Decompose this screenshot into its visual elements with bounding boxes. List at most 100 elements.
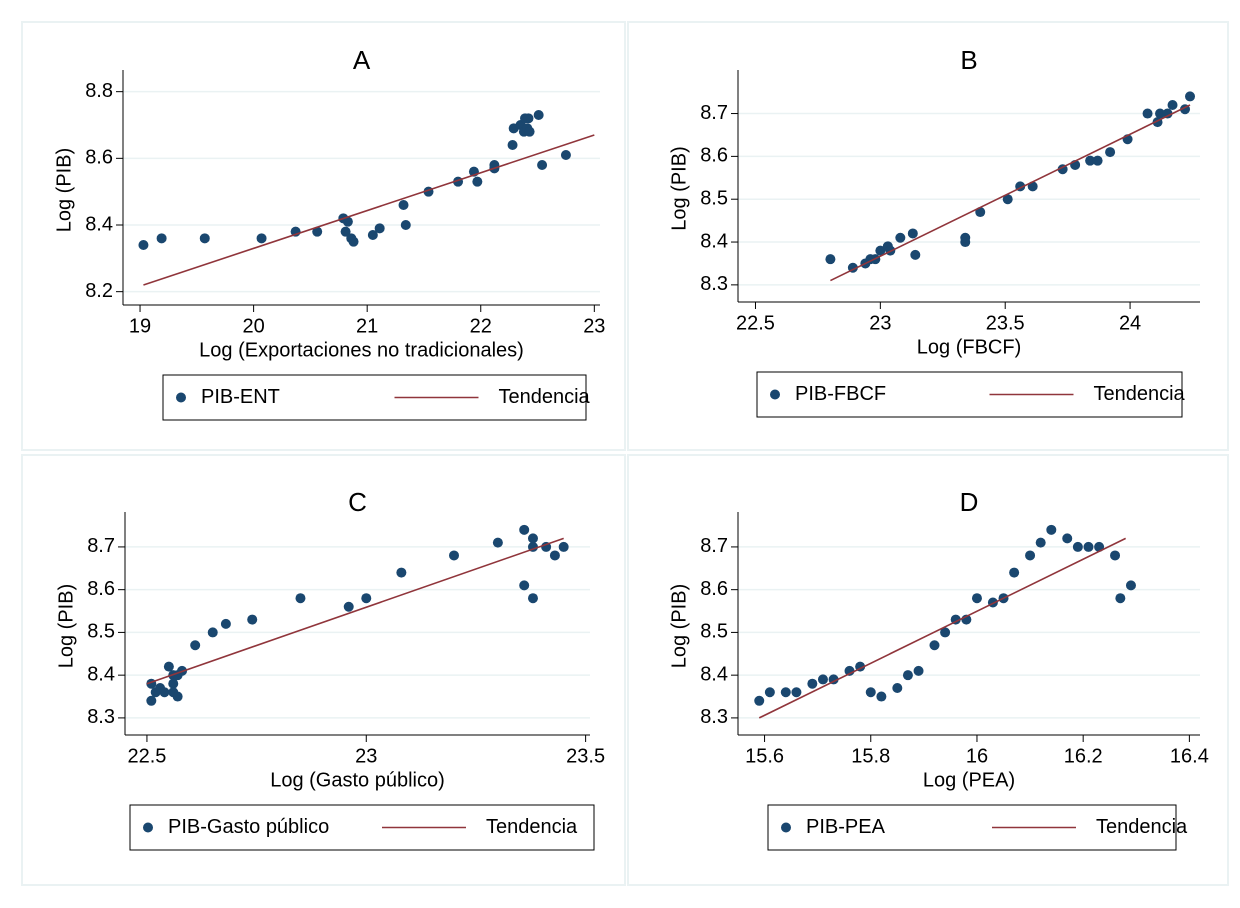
- data-point: [256, 233, 267, 244]
- legend-box: [129, 804, 595, 851]
- data-point: [960, 232, 971, 243]
- data-point: [1162, 108, 1173, 119]
- x-tick-label: 15.6: [745, 745, 784, 767]
- data-point: [220, 618, 231, 629]
- y-tick-label: 8.5: [700, 187, 728, 209]
- data-point: [398, 200, 409, 210]
- legend-label: Tendencia: [1094, 383, 1186, 405]
- x-tick-label: 22.5: [127, 745, 166, 767]
- data-point: [1083, 541, 1094, 552]
- x-tick-label: 19: [129, 315, 151, 337]
- x-tick-label: 15.8: [851, 745, 890, 767]
- y-tick-label: 8.3: [700, 273, 728, 295]
- data-point: [791, 687, 802, 698]
- data-point: [400, 220, 411, 230]
- legend-box: [767, 804, 1177, 851]
- x-tick-label: 16: [966, 745, 988, 767]
- y-tick-label: 8.6: [700, 145, 728, 167]
- y-tick-label: 8.6: [700, 578, 728, 600]
- data-point: [146, 695, 157, 706]
- x-tick-label: 16.2: [1064, 745, 1103, 767]
- data-point: [971, 593, 982, 604]
- panel: B 8.3 8.4 8.5 8.6 8.7 22.5 23 23.5 24 Log (FBCF) Lo…: [627, 21, 1229, 451]
- y-tick-label: 8.3: [700, 706, 728, 728]
- data-point: [907, 228, 918, 239]
- y-tick-label: 8.5: [87, 621, 115, 643]
- x-tick-label: 22.5: [736, 312, 775, 334]
- legend-marker: [770, 389, 780, 400]
- x-tick-label: 16.4: [1170, 745, 1209, 767]
- x-tick-label: 22: [470, 315, 492, 337]
- x-tick-label: 21: [356, 315, 378, 337]
- data-point: [1046, 524, 1057, 535]
- data-point: [929, 640, 940, 651]
- data-point: [190, 640, 201, 651]
- data-point: [817, 674, 828, 685]
- y-tick-label: 8.4: [85, 213, 113, 235]
- legend-label: Tendencia: [499, 386, 591, 408]
- data-point: [156, 233, 167, 244]
- data-point: [524, 126, 535, 137]
- legend-marker: [143, 822, 153, 833]
- data-point: [1105, 147, 1116, 158]
- data-point: [1155, 108, 1166, 119]
- data-point: [168, 678, 179, 689]
- y-tick-label: 8.4: [700, 230, 728, 252]
- data-point: [825, 254, 836, 265]
- data-point: [1142, 108, 1153, 119]
- data-point: [537, 160, 548, 170]
- data-point: [1025, 550, 1036, 561]
- legend-label: PIB-Gasto público: [168, 816, 329, 838]
- panel: A 8.2 8.4 8.6 8.8 19 20 21 22 23 Log (Exportacione…: [21, 21, 626, 451]
- y-tick-label: 8.7: [700, 535, 728, 557]
- data-point: [449, 550, 460, 561]
- y-tick-label: 8.6: [85, 147, 113, 169]
- x-tick-label: 20: [242, 315, 264, 337]
- data-point: [1125, 580, 1136, 591]
- y-tick-label: 8.5: [700, 621, 728, 643]
- trend-line: [830, 104, 1191, 282]
- data-point: [902, 670, 913, 681]
- data-point: [1115, 593, 1126, 604]
- legend-label: Tendencia: [486, 816, 578, 838]
- data-point: [780, 687, 791, 698]
- data-point: [1035, 537, 1046, 548]
- y-tick-label: 8.7: [87, 535, 115, 557]
- x-axis-label: Log (PEA): [923, 769, 1015, 791]
- data-point: [472, 176, 483, 187]
- x-axis-label: Log (Gasto público): [270, 769, 445, 791]
- legend-marker: [176, 392, 186, 403]
- y-tick-label: 8.4: [700, 663, 728, 685]
- data-point: [295, 593, 306, 604]
- data-point: [343, 601, 354, 612]
- data-point: [865, 687, 876, 698]
- trend-line: [146, 537, 564, 685]
- data-point: [560, 150, 571, 160]
- data-point: [527, 593, 538, 604]
- data-point: [348, 236, 359, 247]
- legend-box: [162, 374, 587, 421]
- y-axis-label: Log (PIB): [668, 146, 690, 230]
- data-point: [1072, 541, 1083, 552]
- data-point: [340, 226, 351, 237]
- chart-title: A: [353, 45, 371, 75]
- data-point: [492, 537, 503, 548]
- chart-title: C: [348, 487, 367, 517]
- y-tick-label: 8.2: [85, 280, 113, 302]
- data-point: [940, 627, 951, 638]
- y-tick-label: 8.3: [87, 706, 115, 728]
- trend-line: [143, 134, 595, 286]
- data-point: [523, 113, 534, 124]
- y-tick-label: 8.4: [87, 663, 115, 685]
- legend-label: PIB-ENT: [201, 386, 280, 408]
- data-point: [527, 533, 538, 544]
- data-point: [1185, 91, 1196, 102]
- chart-title: B: [960, 45, 977, 75]
- x-tick-label: 23: [583, 315, 605, 337]
- data-point: [199, 233, 210, 244]
- data-point: [549, 550, 560, 561]
- data-point: [519, 524, 530, 535]
- panel: C 8.3 8.4 8.5 8.6 8.7 22.5 23 23.5 Log (Gasto púb…: [21, 454, 626, 886]
